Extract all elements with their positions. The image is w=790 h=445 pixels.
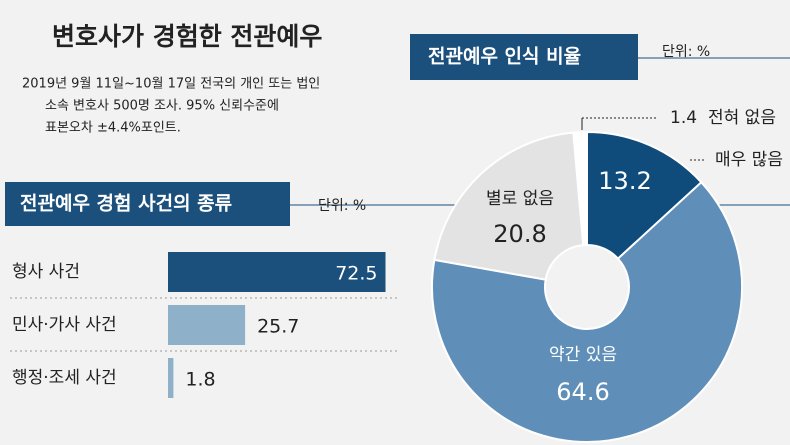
bar xyxy=(168,358,174,398)
segment-label: 전혀 없음 xyxy=(708,108,776,128)
value-label: 25.7 xyxy=(257,316,299,338)
segment-label: 별로 없음 xyxy=(486,189,554,209)
bar xyxy=(168,252,386,292)
value-label: 13.2 xyxy=(598,167,651,195)
title: 변호사가 경험한 전관예우 xyxy=(52,22,322,51)
category-label: 행정·조세 사건 xyxy=(12,368,117,388)
header-box xyxy=(5,182,290,226)
unit: 단위: % xyxy=(318,198,366,214)
header-box xyxy=(410,34,638,80)
donut-segment xyxy=(586,130,703,261)
donut-segment xyxy=(431,180,743,443)
value-label: 1.8 xyxy=(185,369,215,391)
note: 표본오차 ±4.4%포인트. xyxy=(45,121,181,136)
category-label: 형사 사건 xyxy=(12,262,80,282)
segment-label: 매우 많음 xyxy=(715,150,783,170)
value-label: 72.5 xyxy=(335,263,377,285)
value-label: 64.6 xyxy=(556,378,609,406)
donut-segment xyxy=(572,130,588,247)
note: 2019년 9월 11일~10월 17일 전국의 개인 또는 법인 xyxy=(22,77,320,92)
bar xyxy=(168,305,246,345)
segment-label: 약간 있음 xyxy=(549,345,617,365)
category-label: 민사·가사 사건 xyxy=(12,315,117,335)
donut-segment xyxy=(433,131,585,281)
chart-title: 전관예우 경험 사건의 종류 xyxy=(20,193,232,215)
value-label: 1.4 xyxy=(670,108,697,128)
note: 소속 변호사 500명 조사. 95% 신뢰수준에 xyxy=(45,99,279,114)
unit: 단위: % xyxy=(662,44,710,60)
value-label: 20.8 xyxy=(493,220,546,248)
chart-title: 전관예우 인식 비율 xyxy=(428,46,581,68)
